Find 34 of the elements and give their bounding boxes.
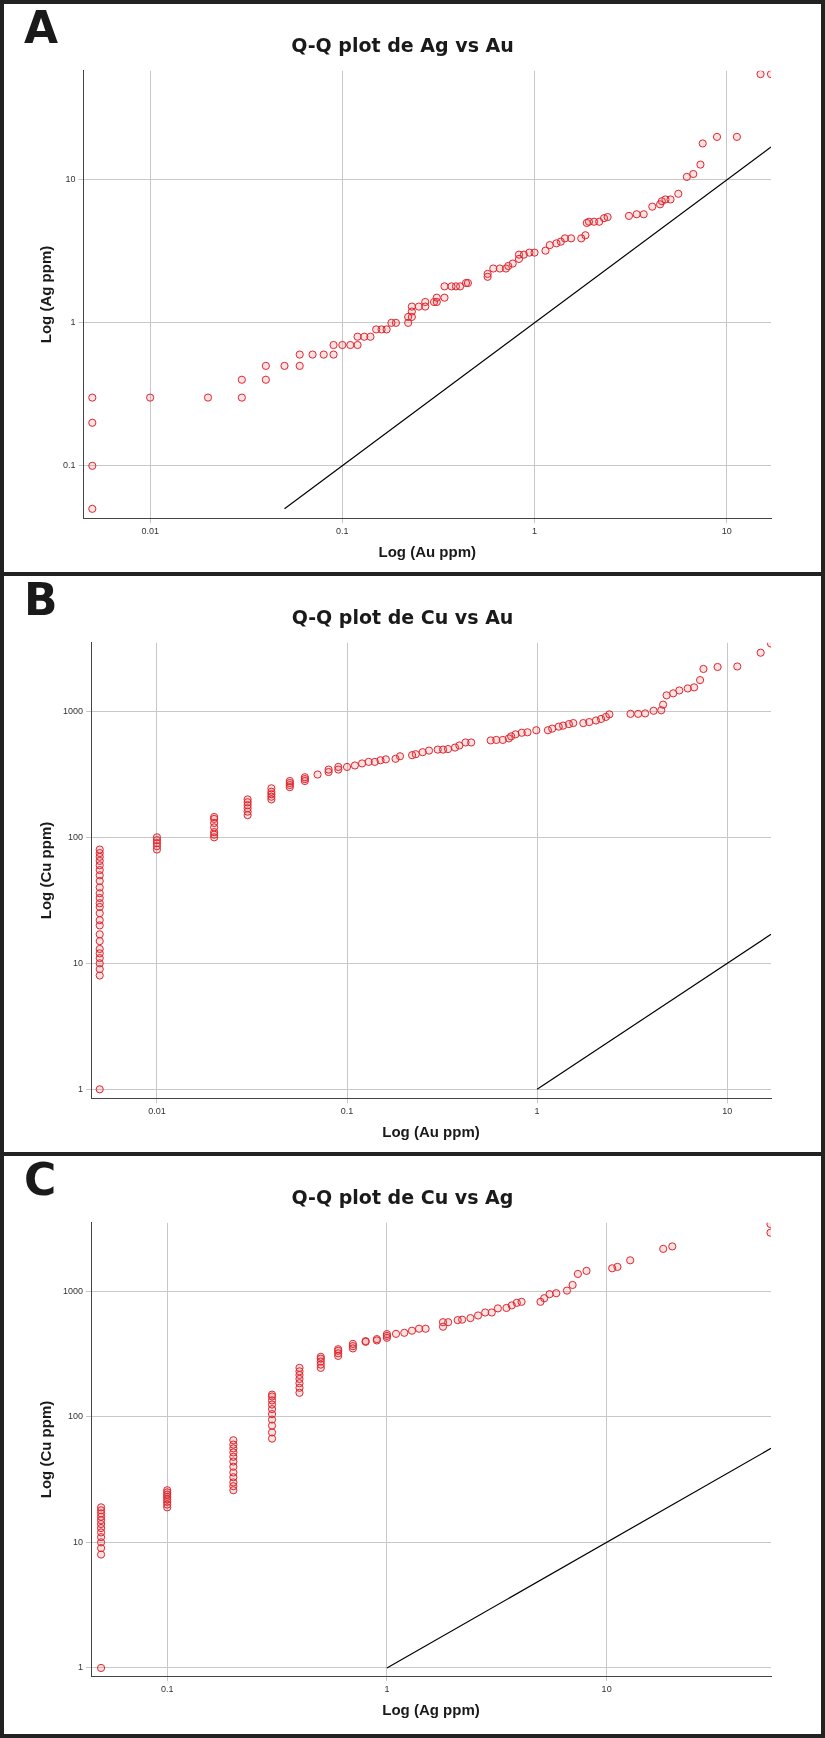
text: B: [24, 574, 58, 626]
y-axis-title: Log (Ag ppm): [37, 245, 55, 344]
x-tick-label: 10: [601, 1684, 612, 1695]
y-axis-title: Log (Cu ppm): [37, 1400, 55, 1499]
x-tick-label: 1: [384, 1684, 390, 1695]
y-tick-label: 1000: [62, 1285, 84, 1296]
y-tick-label: 100: [67, 831, 84, 842]
x-tick-label: 0.1: [336, 526, 349, 537]
x-tick-label: 0.1: [160, 1684, 174, 1695]
y-tick-label: 10: [73, 1536, 84, 1547]
y-tick-label: 1: [70, 317, 76, 328]
chart-title: Q-Q plot de Ag vs Au: [291, 34, 514, 57]
x-tick-label: 0.01: [148, 1106, 166, 1117]
x-tick-label: 1: [532, 526, 538, 537]
text: C: [24, 1154, 57, 1206]
y-tick-label: 0.1: [63, 460, 76, 471]
chart-title: Q-Q plot de Cu vs Ag: [291, 1186, 514, 1209]
x-tick-label: 0.1: [340, 1106, 354, 1117]
x-tick-label: 10: [722, 1106, 733, 1117]
y-tick-label: 1000: [62, 705, 84, 716]
x-axis-title: Log (Au ppm): [378, 543, 476, 561]
y-tick-label: 10: [65, 174, 76, 185]
x-axis-title: Log (Au ppm): [382, 1123, 480, 1141]
y-tick-label: 1: [78, 1083, 84, 1094]
x-axis-title: Log (Ag ppm): [382, 1701, 480, 1719]
y-tick-label: 10: [73, 957, 84, 968]
x-tick-label: 0.01: [141, 526, 159, 537]
chart-title: Q-Q plot de Cu vs Au: [291, 606, 514, 629]
y-tick-label: 1: [78, 1662, 84, 1673]
text: A: [24, 2, 59, 54]
x-tick-label: 1: [534, 1106, 540, 1117]
x-tick-label: 10: [721, 526, 732, 537]
y-tick-label: 100: [67, 1411, 84, 1422]
y-axis-title: Log (Cu ppm): [37, 821, 55, 920]
